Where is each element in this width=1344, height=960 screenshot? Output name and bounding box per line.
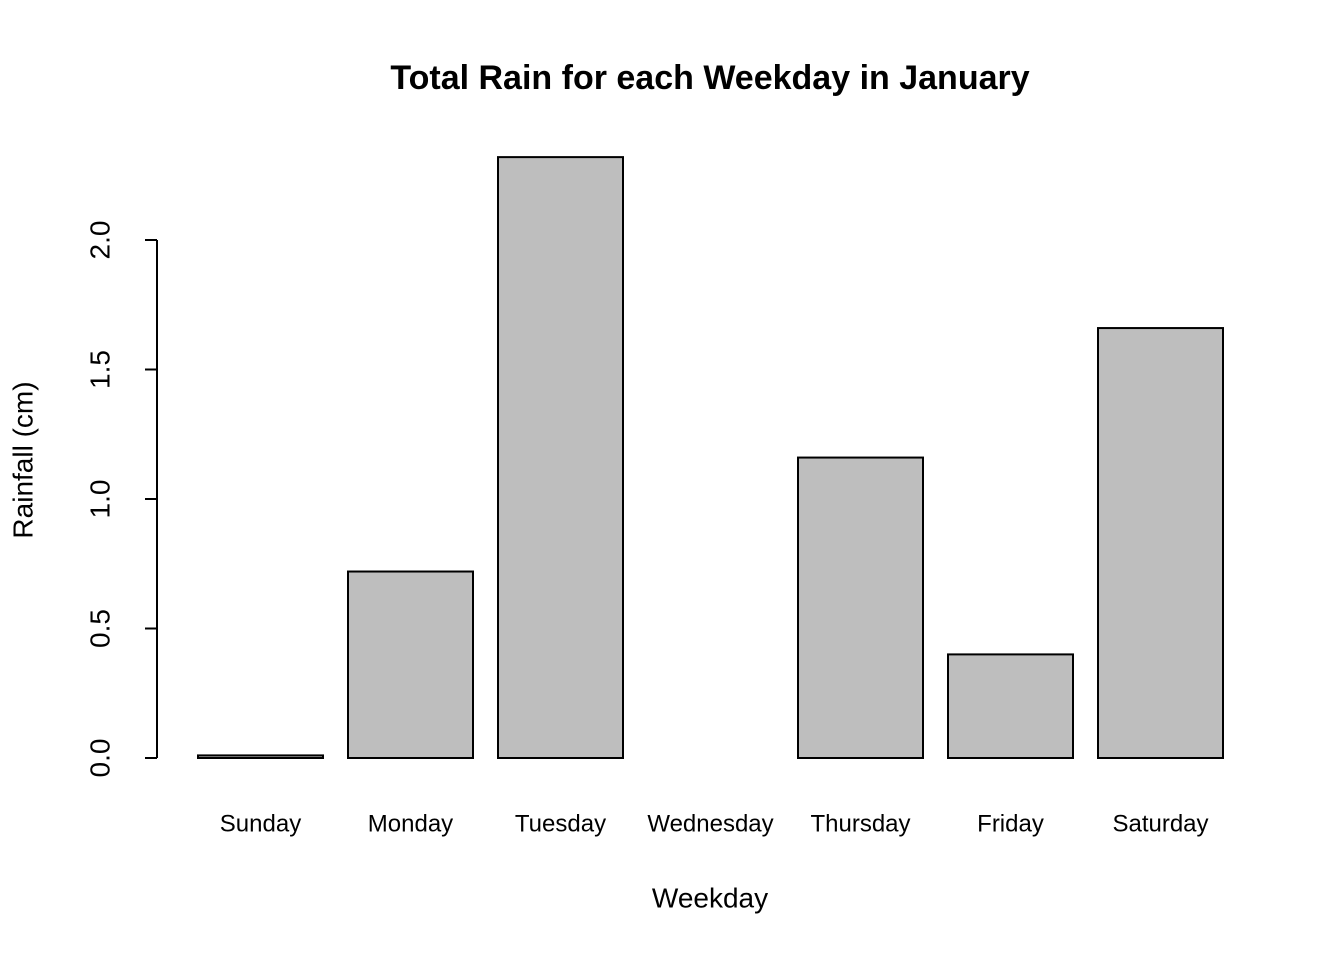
bar: [347, 570, 474, 760]
y-tick-label: 0.0: [84, 739, 115, 778]
x-tick-label: Thursday: [810, 810, 910, 837]
x-tick-label: Saturday: [1112, 810, 1208, 837]
x-axis-label: Weekday: [652, 882, 768, 913]
x-tick-label: Sunday: [220, 810, 301, 837]
bar: [797, 456, 924, 759]
x-tick-label: Friday: [977, 810, 1044, 837]
bar: [497, 156, 624, 759]
x-tick-label: Tuesday: [515, 810, 606, 837]
x-tick-label: Wednesday: [647, 810, 773, 837]
x-tick-label: Monday: [368, 810, 453, 837]
y-tick-label: 1.0: [84, 480, 115, 519]
y-tick-label: 0.5: [84, 609, 115, 648]
y-axis-label: Rainfall (cm): [7, 381, 38, 538]
bar: [197, 754, 324, 759]
bar: [1097, 327, 1224, 759]
chart-title: Total Rain for each Weekday in January: [390, 59, 1029, 97]
y-tick-label: 2.0: [84, 221, 115, 260]
bar: [947, 653, 1074, 760]
y-tick-label: 1.5: [84, 350, 115, 389]
